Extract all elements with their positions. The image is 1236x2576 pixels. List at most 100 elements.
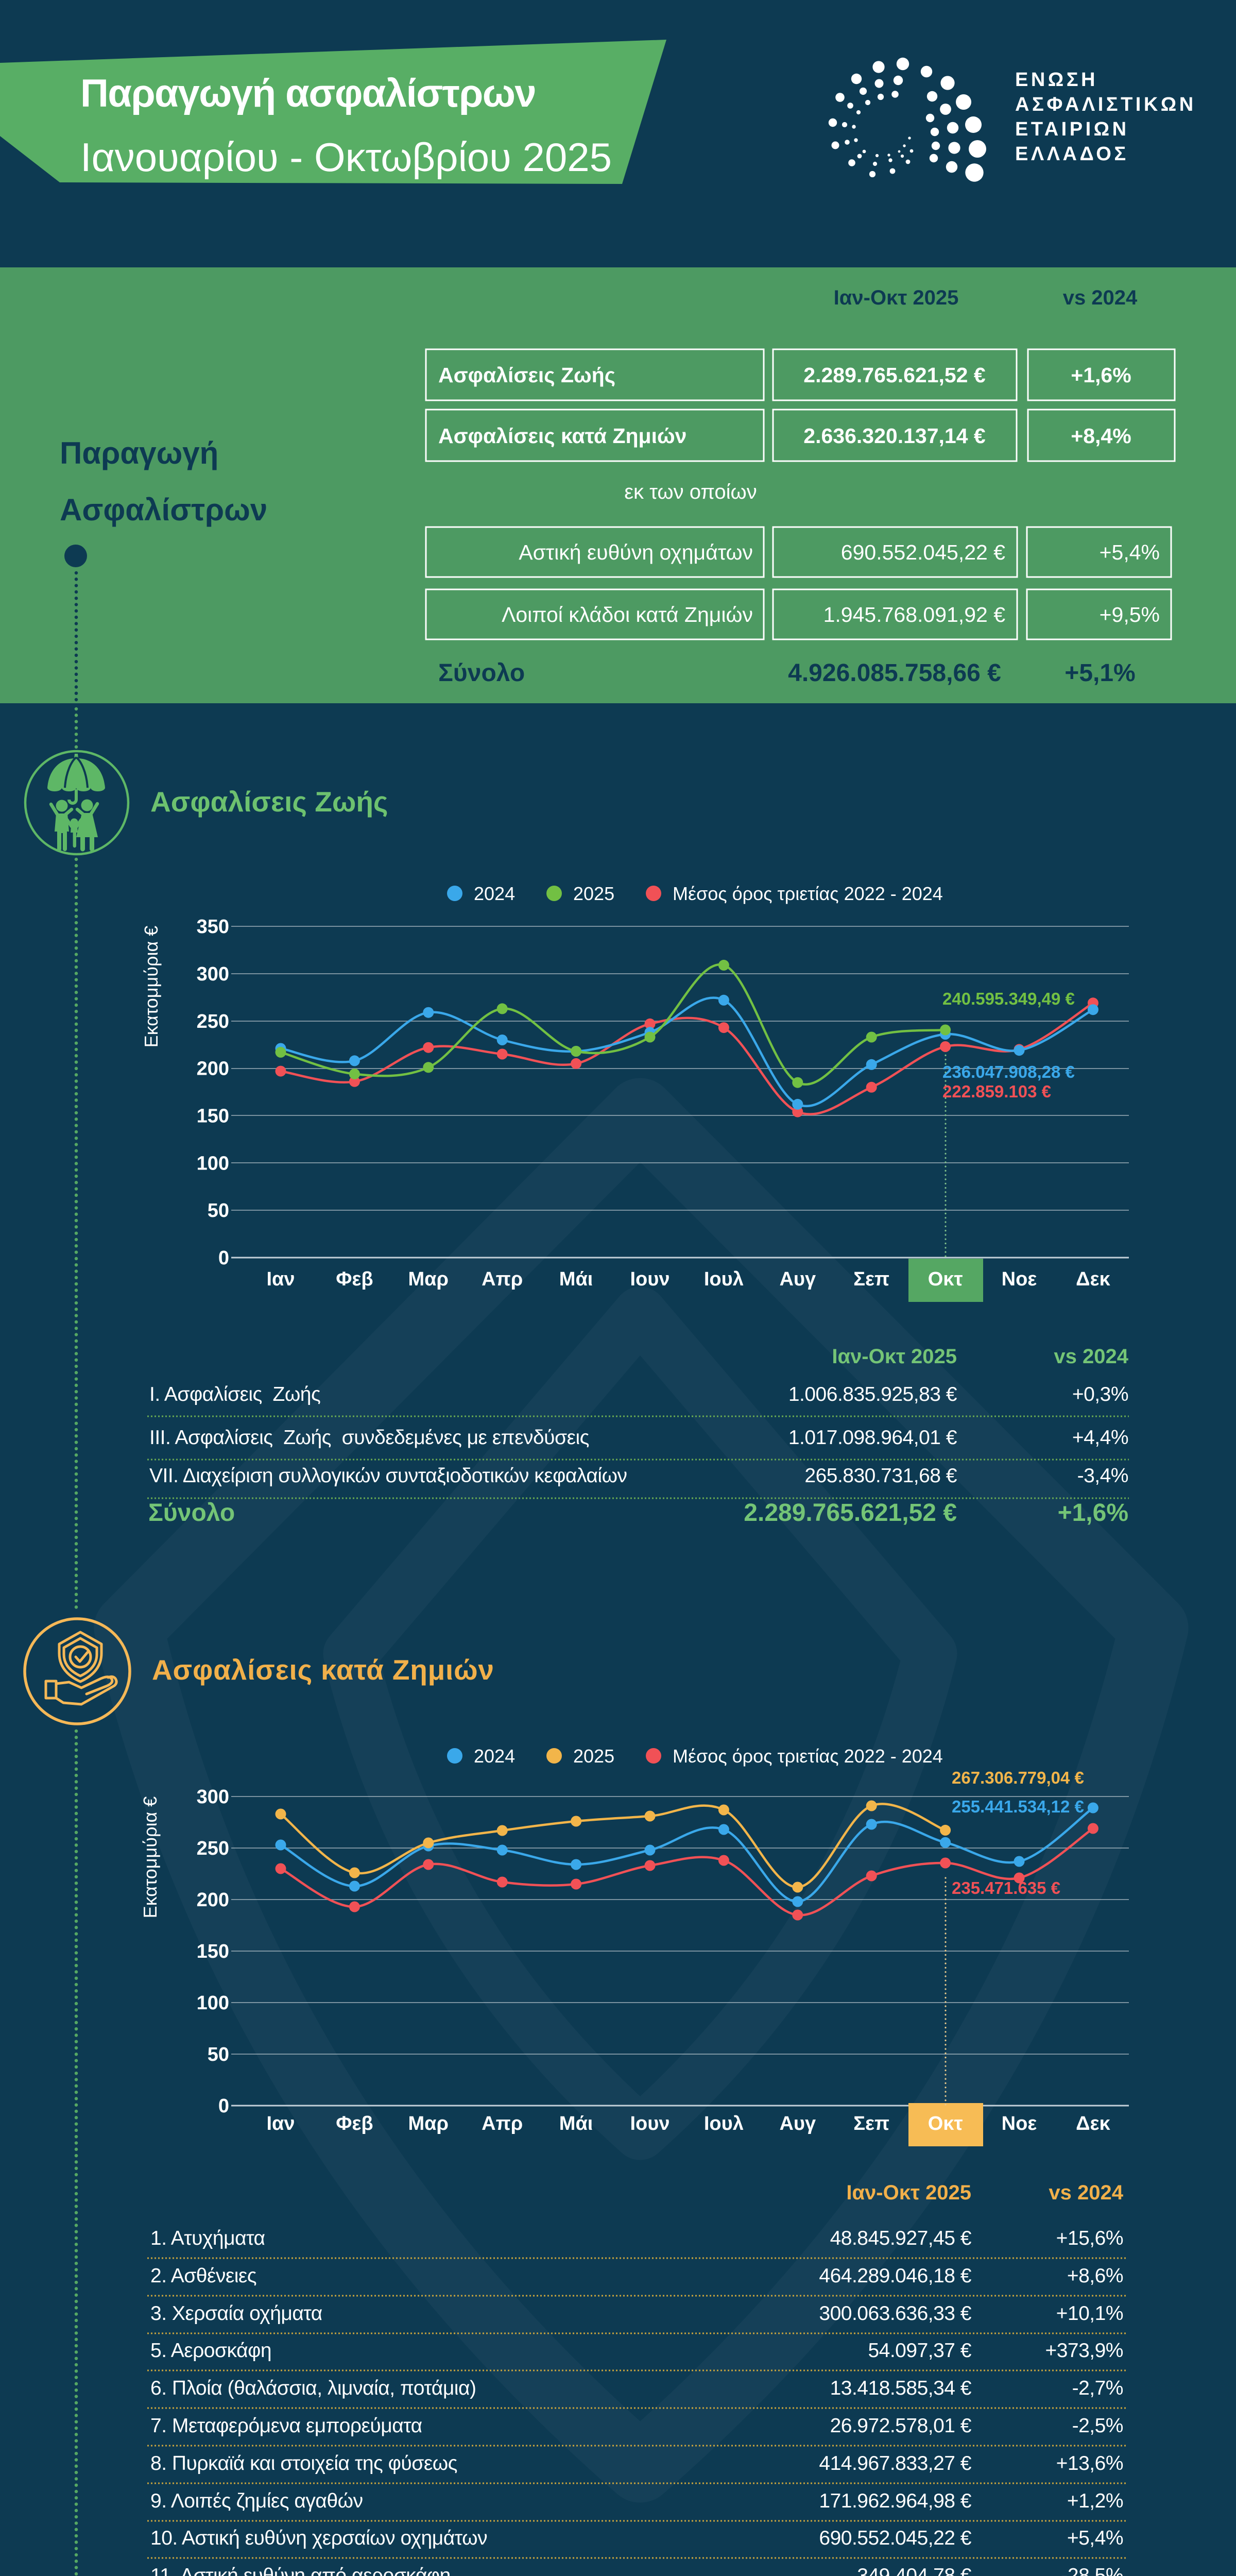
svg-text:4.926.085.758,66 €: 4.926.085.758,66 €: [788, 659, 1001, 687]
svg-text:+0,3%: +0,3%: [1072, 1383, 1128, 1405]
svg-text:Ιαν-Οκτ 2025: Ιαν-Οκτ 2025: [834, 286, 959, 309]
svg-text:Μέσος όρος τριετίας 2022 - 202: Μέσος όρος τριετίας 2022 - 2024: [673, 1745, 943, 1767]
svg-text:Μαρ: Μαρ: [408, 1268, 449, 1290]
svg-text:50: 50: [208, 2044, 229, 2065]
svg-text:267.306.779,04 €: 267.306.779,04 €: [952, 1768, 1084, 1787]
svg-text:6. Πλοία (θαλάσσια, λιμναία, π: 6. Πλοία (θαλάσσια, λιμναία, ποτάμια): [150, 2377, 476, 2399]
svg-text:+10,1%: +10,1%: [1056, 2302, 1123, 2325]
svg-text:Μάι: Μάι: [559, 2113, 593, 2134]
svg-text:2. Ασθένειες: 2. Ασθένειες: [150, 2265, 256, 2287]
svg-text:Ι. Ασφαλίσεις Ζωής: Ι. Ασφαλίσεις Ζωής: [149, 1383, 320, 1405]
svg-text:Εκατομμύρια €: Εκατομμύρια €: [140, 1797, 161, 1919]
svg-text:236.047.908,28 €: 236.047.908,28 €: [942, 1062, 1075, 1081]
svg-text:εκ των οποίων: εκ των οποίων: [624, 481, 757, 503]
svg-text:200: 200: [197, 1058, 229, 1080]
svg-text:Παραγωγή ασφαλίστρων: Παραγωγή ασφαλίστρων: [80, 72, 536, 115]
svg-text:349.404,78 €: 349.404,78 €: [857, 2565, 972, 2576]
svg-text:1.006.835.925,83 €: 1.006.835.925,83 €: [788, 1383, 957, 1405]
svg-text:26.972.578,01 €: 26.972.578,01 €: [830, 2415, 972, 2437]
svg-text:171.962.964,98 €: 171.962.964,98 €: [819, 2490, 971, 2512]
svg-text:Ασφαλίστρων: Ασφαλίστρων: [60, 493, 267, 527]
svg-text:240.595.349,49 €: 240.595.349,49 €: [942, 989, 1075, 1008]
svg-text:100: 100: [197, 1153, 229, 1174]
svg-text:Ιαν: Ιαν: [266, 2113, 295, 2134]
svg-text:Ιουλ: Ιουλ: [704, 2113, 744, 2134]
svg-text:1. Ατυχήματα: 1. Ατυχήματα: [150, 2227, 265, 2249]
svg-text:vs 2024: vs 2024: [1063, 286, 1138, 309]
svg-text:+4,4%: +4,4%: [1072, 1427, 1128, 1449]
svg-text:235.471.635 €: 235.471.635 €: [952, 1878, 1060, 1897]
svg-text:100: 100: [197, 1992, 229, 2014]
svg-text:7. Μεταφερόμενα εμπορεύματα: 7. Μεταφερόμενα εμπορεύματα: [150, 2415, 422, 2437]
svg-text:+1,2%: +1,2%: [1067, 2490, 1123, 2512]
svg-text:250: 250: [197, 1011, 229, 1032]
svg-text:Αστική ευθύνη οχημάτων: Αστική ευθύνη οχημάτων: [519, 540, 753, 564]
svg-text:200: 200: [197, 1889, 229, 1911]
svg-text:Ιουν: Ιουν: [630, 1268, 670, 1290]
svg-text:5. Αεροσκάφη: 5. Αεροσκάφη: [150, 2340, 271, 2362]
svg-text:Σεπ: Σεπ: [853, 2113, 889, 2134]
svg-text:10. Αστική ευθύνη χερσαίων οχη: 10. Αστική ευθύνη χερσαίων οχημάτων: [150, 2527, 487, 2549]
svg-text:690.552.045,22 €: 690.552.045,22 €: [819, 2527, 971, 2549]
svg-text:Αυγ: Αυγ: [779, 2113, 816, 2134]
svg-text:Παραγωγή: Παραγωγή: [60, 436, 218, 470]
svg-text:Απρ: Απρ: [482, 2113, 523, 2134]
svg-text:ΕΝΩΣΗ: ΕΝΩΣΗ: [1015, 69, 1098, 91]
svg-text:Ασφαλίσεις Ζωής: Ασφαλίσεις Ζωής: [438, 363, 615, 387]
svg-text:Οκτ: Οκτ: [928, 1268, 963, 1290]
svg-text:Δεκ: Δεκ: [1076, 1268, 1110, 1290]
svg-text:VΙΙ. Διαχείριση συλλογικών συν: VΙΙ. Διαχείριση συλλογικών συνταξιοδοτικ…: [149, 1465, 627, 1487]
svg-text:2024: 2024: [474, 1745, 515, 1767]
svg-text:1.017.098.964,01 €: 1.017.098.964,01 €: [788, 1427, 957, 1449]
svg-text:+15,6%: +15,6%: [1056, 2227, 1123, 2249]
svg-text:Νοε: Νοε: [1002, 1268, 1037, 1290]
svg-text:ΕΤΑΙΡΙΩΝ: ΕΤΑΙΡΙΩΝ: [1015, 118, 1129, 140]
svg-text:Ιουν: Ιουν: [630, 2113, 670, 2134]
svg-text:150: 150: [197, 1105, 229, 1127]
svg-text:8. Πυρκαϊά και στοιχεία της φύ: 8. Πυρκαϊά και στοιχεία της φύσεως: [150, 2452, 457, 2475]
svg-text:50: 50: [208, 1200, 229, 1222]
svg-text:2.289.765.621,52 €: 2.289.765.621,52 €: [744, 1499, 957, 1527]
svg-text:-3,4%: -3,4%: [1077, 1465, 1128, 1487]
svg-text:ΕΛΛΑΔΟΣ: ΕΛΛΑΔΟΣ: [1015, 143, 1129, 165]
svg-text:-2,7%: -2,7%: [1072, 2377, 1123, 2399]
svg-text:300: 300: [197, 1786, 229, 1808]
svg-text:3. Χερσαία οχήματα: 3. Χερσαία οχήματα: [150, 2302, 322, 2325]
svg-text:222.859.103 €: 222.859.103 €: [942, 1082, 1051, 1101]
svg-text:vs 2024: vs 2024: [1049, 2181, 1123, 2204]
svg-text:464.289.046,18 €: 464.289.046,18 €: [819, 2265, 971, 2287]
svg-text:Απρ: Απρ: [482, 1268, 523, 1290]
svg-text:0: 0: [218, 2095, 229, 2117]
svg-text:250: 250: [197, 1838, 229, 1859]
svg-text:150: 150: [197, 1941, 229, 1962]
svg-text:Φεβ: Φεβ: [336, 1268, 373, 1290]
svg-text:Εκατομμύρια €: Εκατομμύρια €: [141, 926, 162, 1048]
svg-text:+5,1%: +5,1%: [1065, 659, 1135, 687]
svg-text:+8,4%: +8,4%: [1071, 424, 1131, 448]
svg-text:2025: 2025: [573, 1745, 614, 1767]
svg-text:ΙΙΙ. Ασφαλίσεις Ζωής συνδεδε: ΙΙΙ. Ασφαλίσεις Ζωής συνδεδεμένες με επε…: [149, 1427, 589, 1449]
svg-text:350: 350: [197, 916, 229, 938]
svg-text:Νοε: Νοε: [1002, 2113, 1037, 2134]
svg-text:Σεπ: Σεπ: [853, 1268, 889, 1290]
svg-text:Ασφαλίσεις κατά Ζημιών: Ασφαλίσεις κατά Ζημιών: [152, 1654, 494, 1686]
svg-text:+373,9%: +373,9%: [1045, 2340, 1123, 2362]
svg-text:Μάι: Μάι: [559, 1268, 593, 1290]
svg-text:Ιαν-Οκτ 2025: Ιαν-Οκτ 2025: [832, 1345, 957, 1368]
svg-text:54.097,37 €: 54.097,37 €: [868, 2340, 971, 2362]
svg-text:255.441.534,12 €: 255.441.534,12 €: [952, 1797, 1084, 1816]
svg-text:Αυγ: Αυγ: [779, 1268, 816, 1290]
svg-text:+5,4%: +5,4%: [1100, 540, 1160, 564]
svg-text:0: 0: [218, 1247, 229, 1269]
svg-text:Λοιποί κλάδοι κατά Ζημιών: Λοιποί κλάδοι κατά Ζημιών: [502, 603, 753, 626]
svg-text:1.945.768.091,92 €: 1.945.768.091,92 €: [823, 603, 1006, 626]
svg-text:265.830.731,68 €: 265.830.731,68 €: [804, 1465, 957, 1487]
svg-text:-2,5%: -2,5%: [1072, 2415, 1123, 2437]
svg-text:Ασφαλίσεις Ζωής: Ασφαλίσεις Ζωής: [150, 786, 388, 818]
svg-text:+13,6%: +13,6%: [1056, 2452, 1123, 2475]
svg-text:+5,4%: +5,4%: [1067, 2527, 1123, 2549]
svg-text:Σύνολο: Σύνολο: [438, 659, 525, 687]
svg-text:Φεβ: Φεβ: [336, 2113, 373, 2134]
svg-text:9. Λοιπές ζημίες αγαθών: 9. Λοιπές ζημίες αγαθών: [150, 2490, 363, 2512]
svg-text:+1,6%: +1,6%: [1071, 363, 1131, 387]
